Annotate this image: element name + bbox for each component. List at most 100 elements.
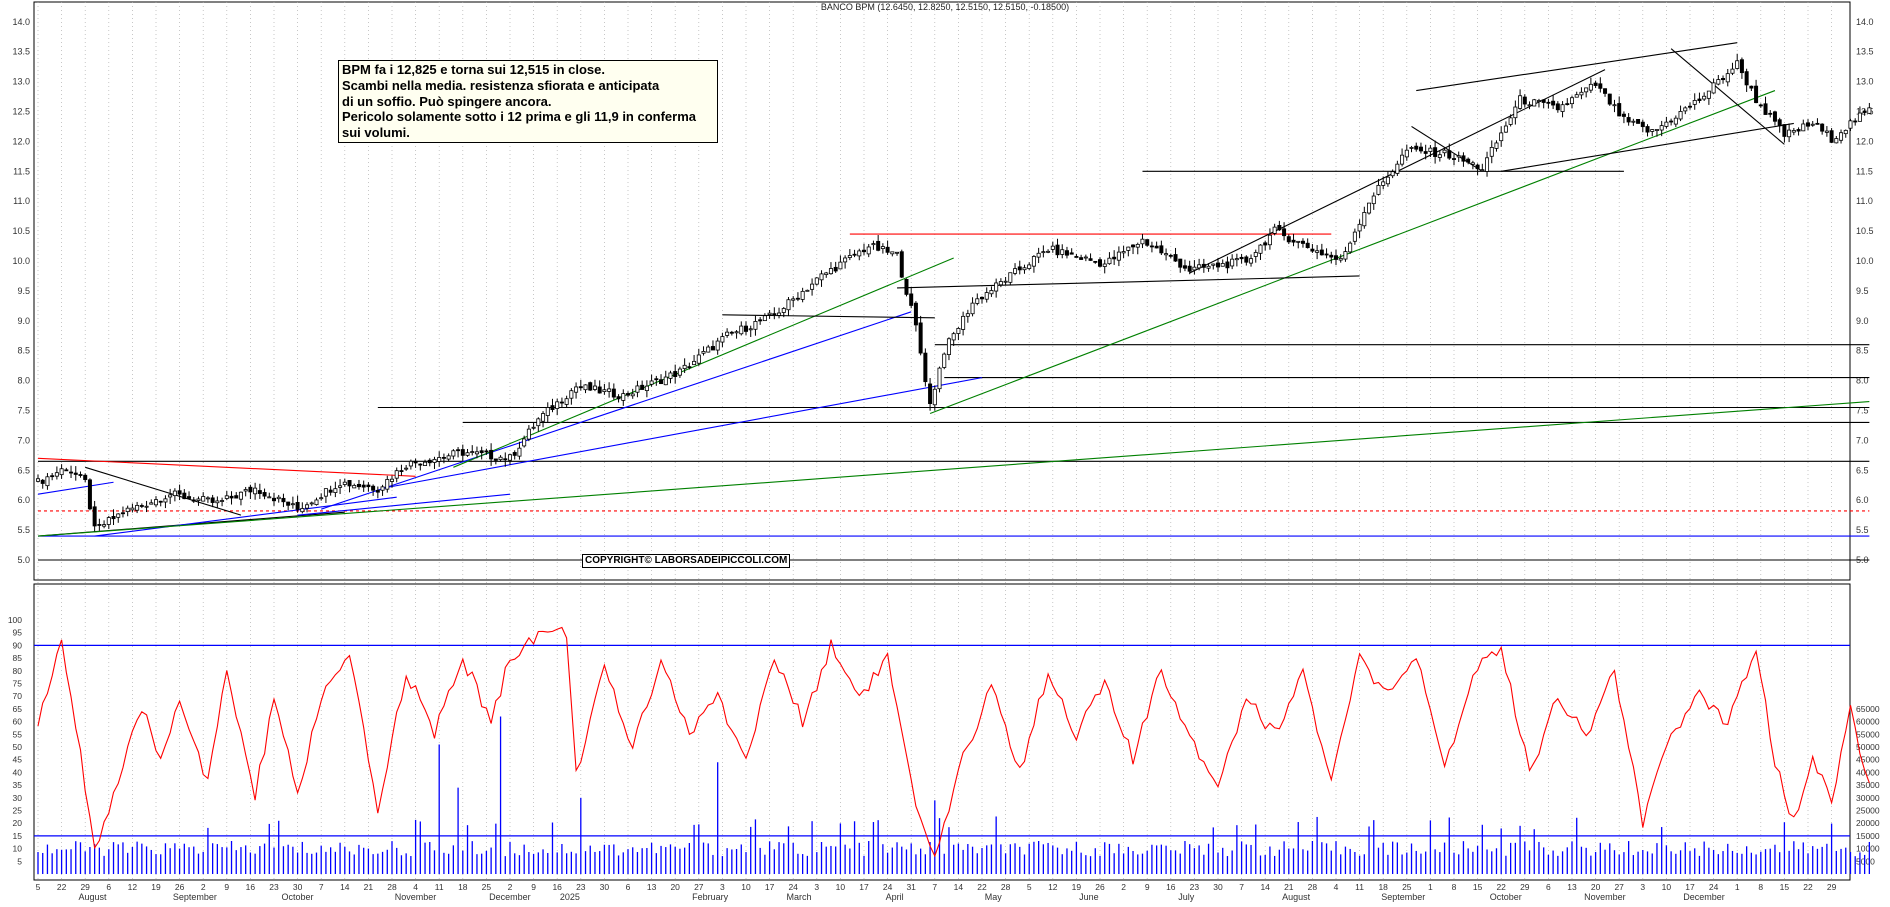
candle-body <box>758 319 763 322</box>
candle-body <box>862 249 867 253</box>
candle-body <box>1249 258 1254 264</box>
candle-body <box>1008 272 1013 283</box>
vol-tick-right: 20000 <box>1856 818 1880 828</box>
candle-body <box>1551 100 1556 106</box>
osc-tick-left: 50 <box>13 742 23 752</box>
trendline <box>85 466 242 516</box>
y-tick-right: 6.0 <box>1856 495 1869 505</box>
candle-body <box>1168 254 1173 257</box>
x-tick-label: 11 <box>1355 882 1364 892</box>
candle-body <box>1230 258 1235 267</box>
trendline <box>1416 42 1738 92</box>
candle-body <box>1470 162 1475 165</box>
x-tick-label: 3 <box>720 882 725 892</box>
y-tick-right: 11.5 <box>1856 166 1873 176</box>
candle-body <box>578 386 583 389</box>
candle-body <box>1244 256 1249 263</box>
candle-body <box>1027 264 1032 269</box>
candle-body <box>73 472 78 475</box>
candle-body <box>408 460 413 467</box>
candle-body <box>866 246 871 255</box>
vol-tick-right: 35000 <box>1856 780 1880 790</box>
candle-body <box>828 268 833 275</box>
candle-body <box>1046 250 1051 253</box>
candle-body <box>361 484 366 488</box>
y-tick-right: 12.0 <box>1856 136 1874 146</box>
x-month-label: June <box>1079 892 1099 902</box>
candle-body <box>838 261 843 270</box>
candle-body <box>998 281 1003 286</box>
candle-body <box>1159 245 1164 254</box>
y-tick-right: 9.0 <box>1856 316 1869 326</box>
x-month-label: September <box>1381 892 1425 902</box>
candle-body <box>50 475 55 478</box>
candle-body <box>474 451 479 455</box>
candle-body <box>1442 149 1447 154</box>
x-tick-label: 25 <box>482 882 492 892</box>
y-tick-left: 10.0 <box>12 256 30 266</box>
candle-body <box>1315 250 1320 253</box>
candle-body <box>182 492 187 500</box>
candle-body <box>597 386 602 394</box>
candle-body <box>1843 129 1848 135</box>
x-tick-label: 7 <box>932 882 937 892</box>
osc-tick-left: 20 <box>13 818 23 828</box>
osc-tick-left: 95 <box>13 628 23 638</box>
candle-body <box>644 385 649 392</box>
candle-body <box>1149 245 1154 248</box>
trendline <box>453 257 954 468</box>
candle-body <box>253 487 258 495</box>
candle-body <box>852 253 857 256</box>
y-tick-right: 14.0 <box>1856 17 1874 27</box>
candle-body <box>507 454 512 461</box>
candle-body <box>201 496 206 502</box>
candle-body <box>106 517 111 525</box>
candle-body <box>635 385 640 393</box>
vol-tick-right: 55000 <box>1856 729 1880 739</box>
x-month-label: August <box>1282 892 1311 902</box>
x-tick-label: 29 <box>1520 882 1530 892</box>
candle-body <box>305 504 310 509</box>
candle-body <box>1013 268 1018 274</box>
osc-tick-left: 75 <box>13 679 23 689</box>
candle-body <box>588 382 593 391</box>
x-month-label: July <box>1178 892 1195 902</box>
y-tick-right: 10.0 <box>1856 256 1874 266</box>
x-month-label: December <box>1683 892 1725 902</box>
x-tick-label: 24 <box>788 882 798 892</box>
candle-body <box>942 353 947 368</box>
candle-body <box>1857 112 1862 122</box>
candle-body <box>1692 100 1697 105</box>
candle-body <box>1697 98 1702 101</box>
candle-body <box>149 502 154 505</box>
x-tick-label: 27 <box>694 882 704 892</box>
x-tick-label: 17 <box>859 882 869 892</box>
trendline <box>929 90 1776 415</box>
candle-body <box>503 458 508 461</box>
candle-body <box>1541 99 1546 103</box>
candle-body <box>710 346 715 351</box>
candle-body <box>1362 212 1367 227</box>
candle-body <box>1017 266 1022 271</box>
vol-tick-right: 65000 <box>1856 704 1880 714</box>
y-tick-right: 7.0 <box>1856 435 1869 445</box>
trendline <box>321 311 912 510</box>
candle-body <box>168 494 173 498</box>
candle-body <box>1777 119 1782 127</box>
candle-body <box>352 485 357 489</box>
candle-body <box>1135 243 1140 248</box>
candle-body <box>1291 239 1296 243</box>
candle-body <box>956 328 961 334</box>
osc-tick-left: 10 <box>13 844 23 854</box>
candle-body <box>1607 93 1612 105</box>
candle-body <box>1721 78 1726 81</box>
candle-body <box>1239 256 1244 260</box>
y-tick-right: 9.5 <box>1856 286 1869 296</box>
candle-body <box>640 384 645 390</box>
candle-body <box>286 501 291 506</box>
candle-body <box>144 505 149 508</box>
x-tick-label: 3 <box>1640 882 1645 892</box>
y-tick-right: 13.0 <box>1856 77 1874 87</box>
x-tick-label: 15 <box>1473 882 1483 892</box>
trendline <box>1501 122 1794 172</box>
